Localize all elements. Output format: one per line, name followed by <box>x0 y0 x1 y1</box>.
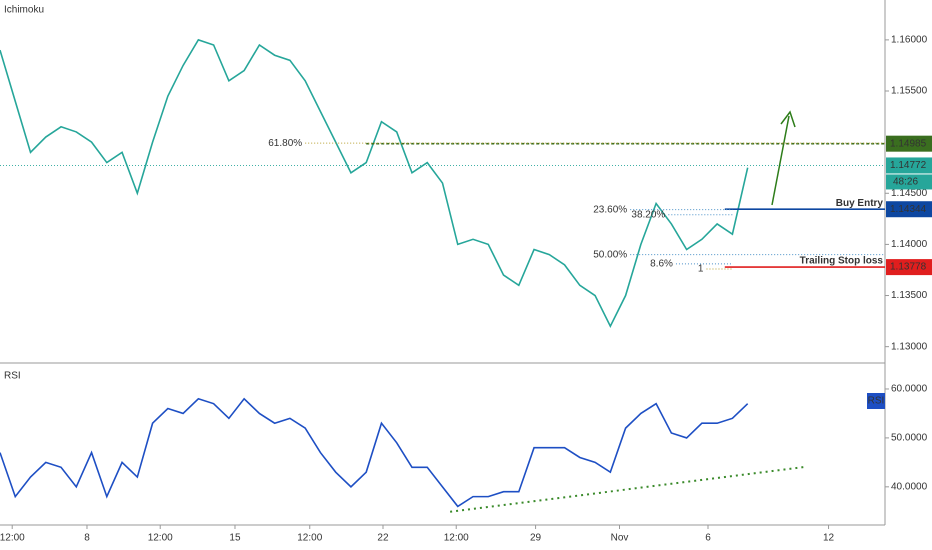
x-tick-label: 29 <box>530 533 542 544</box>
fib-label: 1 <box>698 264 704 275</box>
fib-label: 38.20% <box>631 209 665 220</box>
x-tick-label: 12:00 <box>148 533 173 544</box>
x-tick-label: 22 <box>377 533 389 544</box>
countdown: 48:26 <box>893 177 918 188</box>
legend-badge <box>867 393 885 409</box>
price-level-box <box>886 135 932 152</box>
y-tick-label: 40.0000 <box>891 481 928 492</box>
price-level-label: 1.13778 <box>890 262 927 273</box>
y-tick-label: 1.14000 <box>891 239 928 250</box>
y-tick-label: 1.14500 <box>891 188 928 199</box>
level-annotation: Trailing Stop loss <box>800 256 884 267</box>
x-tick-label: 12:00 <box>297 533 322 544</box>
price-level-box <box>886 201 932 218</box>
projection-arrow <box>771 110 796 206</box>
pane-title: RSI <box>4 371 21 382</box>
level-annotation: Buy Entry <box>836 198 884 209</box>
x-tick-label: 12:00 <box>0 533 25 544</box>
y-tick-label: 1.13000 <box>891 341 928 352</box>
price-level-box <box>886 259 932 276</box>
price-level-box <box>886 157 932 174</box>
x-tick-label: Nov <box>611 533 629 544</box>
x-tick-label: 15 <box>229 533 241 544</box>
fib-label: 23.60% <box>593 204 627 215</box>
y-tick-label: 1.13500 <box>891 290 928 301</box>
y-tick-label: 1.16000 <box>891 35 928 46</box>
price-level-label: 1.14985 <box>890 138 927 149</box>
countdown-box <box>886 174 932 190</box>
price-level-label: 1.14344 <box>890 204 927 215</box>
y-tick-label: 1.15500 <box>891 86 928 97</box>
x-tick-label: 8 <box>84 533 90 544</box>
pane-title: Ichimoku <box>4 5 44 16</box>
price-line <box>0 38 749 329</box>
x-tick-label: 6 <box>705 533 711 544</box>
x-tick-label: 12:00 <box>444 533 469 544</box>
fib-label: 61.80% <box>268 138 302 149</box>
y-tick-label: 50.0000 <box>891 433 928 444</box>
y-tick-label: 60.0000 <box>891 384 928 395</box>
fib-label: 8.6% <box>650 258 673 269</box>
price-line <box>0 397 749 508</box>
price-level-label: 1.14772 <box>890 160 927 171</box>
legend-label: RSI <box>868 396 885 407</box>
fib-label: 50.00% <box>593 249 627 260</box>
x-tick-label: 12 <box>823 533 835 544</box>
